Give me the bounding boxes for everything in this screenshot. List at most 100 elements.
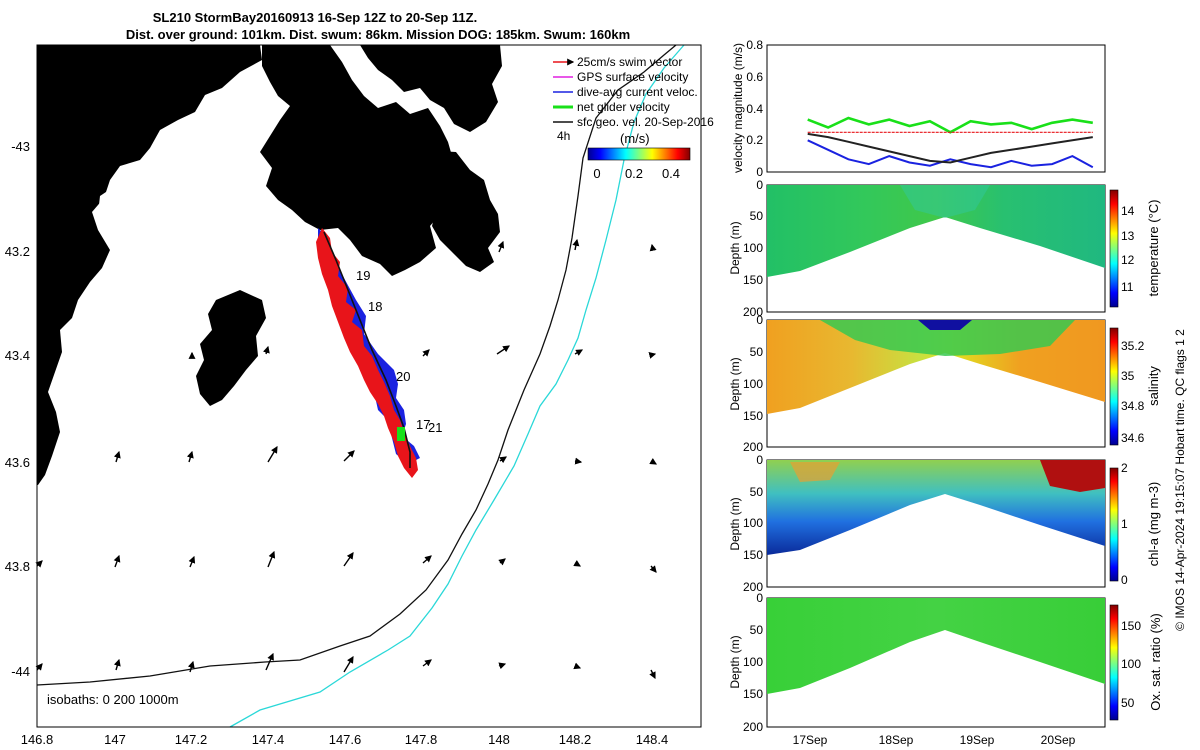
y-tick: 50 xyxy=(750,209,764,223)
velocity-y-ticks: 0 0.2 0.4 0.6 0.8 xyxy=(746,38,763,179)
vel-arrow xyxy=(188,555,196,568)
vel-arrow xyxy=(343,655,354,673)
vel-arrow xyxy=(113,658,121,671)
salinity-low-patch xyxy=(918,320,972,330)
depth-ylabel: Depth (m) xyxy=(728,497,742,550)
chl-high-patch xyxy=(1040,460,1105,492)
colorbar-tick: 1 xyxy=(1121,517,1128,531)
day-label: 17 xyxy=(416,417,430,432)
colorbar-tick: 13 xyxy=(1121,229,1135,243)
velocity-panel: 0 0.2 0.4 0.6 0.8 velocity magnitude (m/… xyxy=(731,38,1106,179)
y-tick: 200 xyxy=(743,305,763,319)
y-tick: 43.8 xyxy=(5,559,30,574)
colorbar-tick: 0 xyxy=(593,166,600,181)
vel-arrow xyxy=(573,559,582,567)
time-axis: 17Sep 18Sep 19Sep 20Sep xyxy=(793,733,1076,747)
day-label: 21 xyxy=(428,420,442,435)
oxygen-colorbar xyxy=(1109,604,1119,721)
y-tick: 0 xyxy=(756,591,763,605)
y-tick: 100 xyxy=(743,377,763,391)
vel-arrow xyxy=(187,660,195,673)
vel-arrow xyxy=(649,669,656,680)
colorbar-tick: 0.4 xyxy=(662,166,680,181)
vel-arrow xyxy=(649,565,657,573)
y-tick: 200 xyxy=(743,440,763,454)
land-west xyxy=(37,45,262,485)
temperature-panel xyxy=(766,184,1106,313)
y-tick: 150 xyxy=(743,687,763,701)
vel-arrow xyxy=(498,662,507,670)
time-tick: 18Sep xyxy=(879,733,914,747)
vel-arrow xyxy=(263,345,270,355)
vel-arrow xyxy=(497,240,505,253)
y-tick: 150 xyxy=(743,273,763,287)
temperature-field xyxy=(767,185,1105,277)
land-bruny-island xyxy=(196,290,266,406)
depth-ylabel: Depth (m) xyxy=(728,635,742,688)
vel-arrow xyxy=(267,550,276,568)
land-tasman-peninsula xyxy=(420,150,500,272)
y-tick: 150 xyxy=(743,409,763,423)
colorbar-tick: 35 xyxy=(1121,369,1135,383)
map-colorbar-label: (m/s) xyxy=(620,131,650,146)
colorbar-tick: 35.2 xyxy=(1121,339,1145,353)
track-swim-vector xyxy=(316,228,418,478)
land-forestier xyxy=(260,45,452,276)
footer-credit: © IMOS 14-Apr-2024 19:15:07 Hobart time.… xyxy=(1173,329,1187,631)
y-tick: 0.8 xyxy=(746,38,763,52)
y-tick: 50 xyxy=(750,485,764,499)
y-tick: 100 xyxy=(743,655,763,669)
x-tick: 147.8 xyxy=(405,732,438,747)
colorbars xyxy=(1109,189,1119,721)
vel-arrow xyxy=(649,243,657,252)
x-tick: 147.6 xyxy=(329,732,362,747)
y-tick: 43.2 xyxy=(5,244,30,259)
bay-inlet xyxy=(98,180,176,252)
y-tick: 50 xyxy=(750,345,764,359)
y-tick: 0.6 xyxy=(746,70,763,84)
oxygen-field xyxy=(767,598,1105,694)
vel-arrow xyxy=(572,238,580,251)
chl-colorbar-label: chl-a (mg m-3) xyxy=(1146,482,1161,567)
title-line-1: SL210 StormBay20160913 16-Sep 12Z to 20-… xyxy=(153,10,477,25)
sfc-vel-arrows xyxy=(35,238,658,680)
x-tick: 147.4 xyxy=(252,732,285,747)
vel-arrow xyxy=(574,349,584,356)
vel-arrow xyxy=(648,352,657,359)
velocity-ylabel: velocity magnitude (m/s) xyxy=(731,43,745,173)
x-tick: 148 xyxy=(488,732,510,747)
velocity-frame xyxy=(766,44,1106,173)
colorbar-tick: 150 xyxy=(1121,619,1141,633)
map-colorbar xyxy=(587,147,691,161)
y-tick: 100 xyxy=(743,241,763,255)
land-northeast xyxy=(360,45,502,132)
salinity-colorbar-label: salinity xyxy=(1146,366,1161,406)
oxygen-colorbar-label: Ox. sat. ratio (%) xyxy=(1148,613,1163,711)
land xyxy=(37,45,502,485)
track-net-glider xyxy=(397,427,405,441)
day-label: 18 xyxy=(368,299,382,314)
vel-arrow xyxy=(343,450,355,462)
x-tick: 146.8 xyxy=(21,732,54,747)
time-tick: 17Sep xyxy=(793,733,828,747)
oxygen-panel xyxy=(766,597,1106,728)
vel-arrow xyxy=(113,554,121,568)
colorbar-tick: 50 xyxy=(1121,696,1135,710)
chl-field xyxy=(767,460,1105,555)
vel-arrow xyxy=(573,662,582,670)
colorbar-ticks: 11 12 13 14 34.6 34.8 35 35.2 0 1 2 50 1… xyxy=(1121,204,1145,710)
legend-label: 25cm/s swim vector xyxy=(577,55,682,69)
colorbar-tick: 0.2 xyxy=(625,166,643,181)
time-tick: 20Sep xyxy=(1041,733,1076,747)
day-label: 19 xyxy=(356,268,370,283)
vel-arrow xyxy=(422,349,430,357)
velocity-series-line xyxy=(807,132,1093,164)
depth-ylabel: Depth (m) xyxy=(728,221,742,274)
vel-arrow xyxy=(574,457,583,465)
y-tick: 0 xyxy=(756,165,763,179)
x-tick: 147 xyxy=(104,732,126,747)
salinity-panel xyxy=(766,319,1106,448)
vel-arrow xyxy=(267,445,278,463)
isobath-1000 xyxy=(229,44,685,728)
